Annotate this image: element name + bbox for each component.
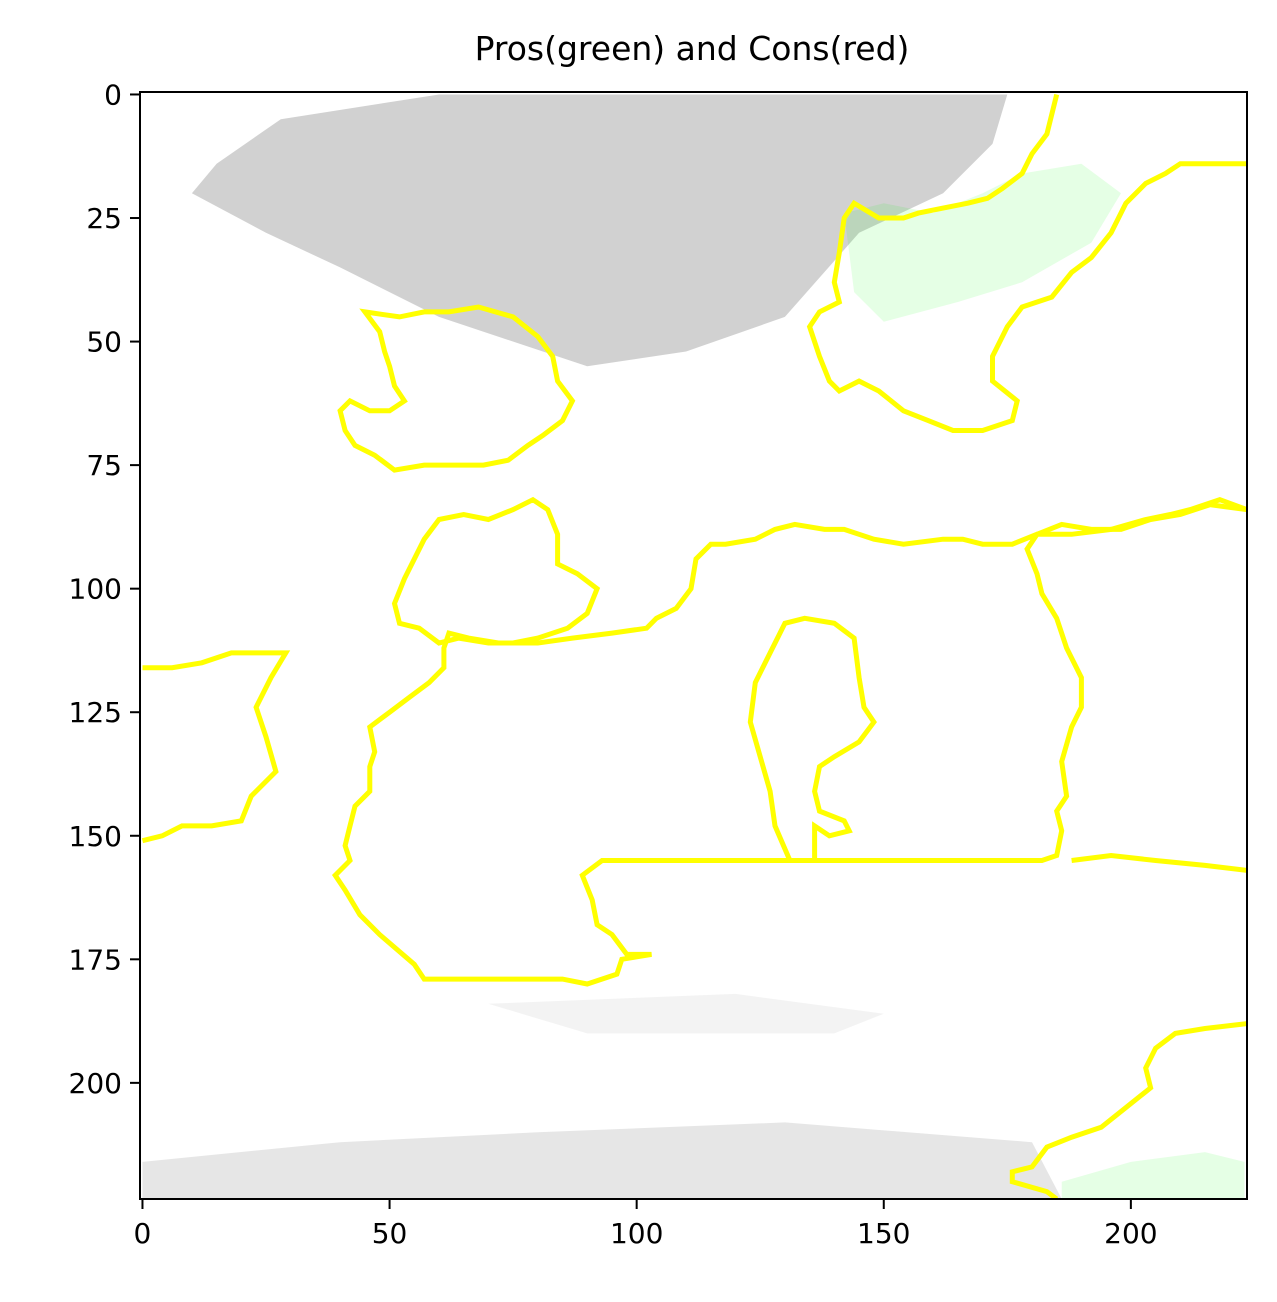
x-axis: 0 50 100 150 200 xyxy=(134,1199,1158,1250)
boundary-right-lobe xyxy=(1036,502,1247,537)
y-tick-label: 25 xyxy=(86,202,122,235)
y-tick-label: 75 xyxy=(86,449,122,482)
boundary-center-ring xyxy=(331,497,1247,987)
chart-title: Pros(green) and Cons(red) xyxy=(475,29,910,68)
y-tick-label: 0 xyxy=(104,78,122,111)
y-tick-label: 125 xyxy=(69,696,122,729)
boundary-top-right-lobe xyxy=(806,93,1247,433)
top-cloud-band xyxy=(191,94,1008,367)
boundary-bottom-right xyxy=(1071,852,1247,873)
mid-faint-band xyxy=(488,993,884,1034)
plot-background xyxy=(140,92,1247,1199)
cloud-shading-layer xyxy=(142,94,1062,1199)
x-tick-label: 0 xyxy=(134,1217,152,1250)
y-tick-label: 100 xyxy=(69,573,122,606)
x-tick-label: 100 xyxy=(610,1217,663,1250)
y-tick-label: 50 xyxy=(86,326,122,359)
pros-highlight-layer xyxy=(844,163,1245,1199)
boundary-inner-stem xyxy=(747,615,877,862)
plot-area xyxy=(140,92,1247,1199)
boundary-layer xyxy=(141,93,1247,1199)
y-axis: 0 25 50 75 100 125 150 175 200 xyxy=(69,78,140,1100)
y-tick-label: 200 xyxy=(69,1067,122,1100)
y-tick-label: 175 xyxy=(69,943,122,976)
bottom-cloud-band xyxy=(142,1122,1062,1199)
boundary-left-blob xyxy=(337,304,576,473)
plot-frame xyxy=(139,91,1248,1200)
y-tick-label: 150 xyxy=(69,820,122,853)
x-tick-label: 200 xyxy=(1104,1217,1157,1250)
boundary-left-edge xyxy=(141,650,291,844)
x-tick-label: 150 xyxy=(857,1217,910,1250)
boundary-bottom-right-lobe xyxy=(1009,1021,1247,1199)
x-tick-label: 50 xyxy=(372,1217,408,1250)
pros-upper-right xyxy=(844,163,1121,322)
boundary-mid-left-blob xyxy=(391,496,601,646)
pros-lower-right xyxy=(1061,1152,1245,1199)
